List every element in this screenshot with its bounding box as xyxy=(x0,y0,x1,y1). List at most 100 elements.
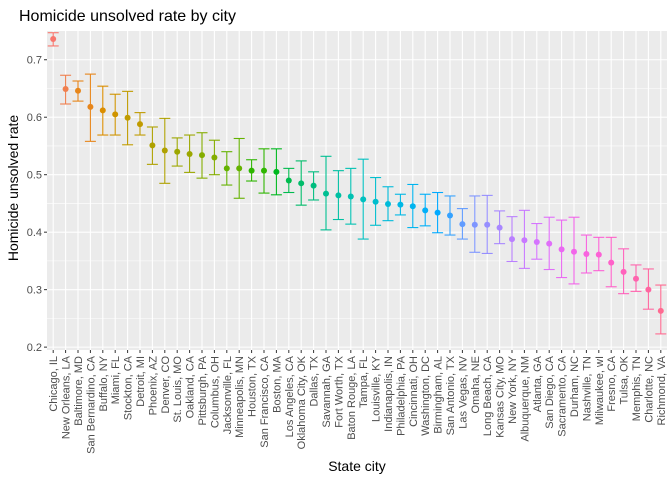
y-tick-label: 0.5 xyxy=(27,170,42,182)
x-tick-label: Washington, DC xyxy=(420,356,432,436)
city-mark xyxy=(47,32,59,47)
x-tick-label: Columbus, OH xyxy=(209,356,221,428)
data-point xyxy=(422,207,429,214)
city-mark xyxy=(184,134,196,173)
data-point xyxy=(397,201,404,208)
city-mark xyxy=(246,159,258,182)
x-tick-label: Pittsburgh, PA xyxy=(197,355,209,425)
city-mark xyxy=(605,236,617,288)
city-mark xyxy=(258,148,270,194)
data-point xyxy=(484,221,491,228)
x-tick-label: Fort Worth, TX xyxy=(333,355,345,427)
city-mark xyxy=(60,74,72,105)
city-mark xyxy=(283,167,295,194)
city-mark xyxy=(233,137,245,199)
x-tick-label: Milwaukee, wI xyxy=(594,356,606,425)
data-point xyxy=(149,142,156,149)
data-point xyxy=(199,152,205,159)
y-tick-label: 0.3 xyxy=(27,285,42,297)
data-point xyxy=(496,224,503,231)
x-tick-label: Memphis, TN xyxy=(631,356,643,421)
x-tick-label: Baltimore, MD xyxy=(73,356,85,426)
city-mark xyxy=(208,139,220,176)
y-tick-label: 0.7 xyxy=(27,55,42,67)
city-mark xyxy=(518,209,530,269)
x-tick-label: San Antonio, TX xyxy=(445,355,457,435)
city-mark xyxy=(469,195,481,253)
city-mark xyxy=(394,193,406,216)
city-mark xyxy=(419,193,431,227)
data-point xyxy=(608,259,615,266)
x-tick-label: Oklahoma City, OK xyxy=(296,355,308,449)
data-point xyxy=(521,237,528,244)
x-tick-label: Jacksonville, FL xyxy=(222,356,234,434)
data-point xyxy=(112,111,119,118)
x-tick-label: Albuquerque, NM xyxy=(519,356,531,442)
city-mark xyxy=(494,210,506,245)
x-tick-label: Chicago, IL xyxy=(48,356,60,412)
data-point xyxy=(533,238,540,245)
city-mark xyxy=(543,216,555,271)
plot-panel xyxy=(47,31,667,350)
x-tick-label: Louisville, KY xyxy=(371,355,383,422)
x-tick-label: Detroit, MI xyxy=(135,356,147,407)
data-point xyxy=(620,268,627,275)
data-point xyxy=(459,221,466,228)
city-mark xyxy=(407,183,419,229)
city-mark xyxy=(481,194,493,254)
city-mark xyxy=(72,80,84,102)
city-mark xyxy=(320,155,332,231)
city-mark xyxy=(159,117,171,184)
city-mark xyxy=(531,222,543,260)
data-point xyxy=(99,107,106,114)
city-mark xyxy=(196,132,208,179)
x-tick-label: Indianapolis, IN xyxy=(383,356,395,432)
data-point xyxy=(335,192,342,199)
data-point xyxy=(595,251,602,258)
data-point xyxy=(645,286,652,293)
data-point xyxy=(50,36,57,43)
x-tick-label: Houston, TX xyxy=(247,355,259,417)
city-mark xyxy=(568,216,580,285)
data-point xyxy=(583,251,590,258)
data-point xyxy=(285,177,292,184)
data-point xyxy=(223,165,230,172)
data-point xyxy=(310,182,317,189)
x-tick-label: Kansas City, MO xyxy=(495,356,507,438)
city-mark xyxy=(642,268,654,310)
x-axis-title: State city xyxy=(328,458,386,474)
data-point xyxy=(323,190,329,197)
city-mark xyxy=(270,148,282,196)
data-point xyxy=(248,167,255,174)
y-tick-label: 0.4 xyxy=(27,227,42,239)
x-tick-label: Cincinnati, OH xyxy=(408,356,420,427)
data-point xyxy=(409,203,416,210)
chart-title: Homicide unsolved rate by city xyxy=(19,8,236,25)
y-axis: 0.2 0.3 0.4 0.5 0.6 0.7 xyxy=(27,55,47,354)
x-tick-label: Buffalo, NY xyxy=(98,355,110,411)
city-mark xyxy=(295,160,307,206)
city-mark xyxy=(134,112,146,136)
city-mark xyxy=(506,216,518,263)
data-point xyxy=(657,307,664,314)
x-tick-label: St. Louis, MO xyxy=(172,356,184,423)
x-tick-label: San Bernardino, CA xyxy=(85,355,97,453)
data-point xyxy=(273,168,280,175)
x-tick-label: San Francisco, CA xyxy=(259,355,271,447)
x-tick-label: Durham, NC xyxy=(569,356,581,417)
city-mark xyxy=(171,137,183,167)
data-point xyxy=(546,240,553,247)
data-point xyxy=(186,151,193,158)
x-tick-label: Los Angeles, CA xyxy=(284,355,296,437)
data-point xyxy=(261,167,267,174)
x-tick-label: Tampa, FL xyxy=(358,356,370,408)
x-tick-label: Phoenix, AZ xyxy=(147,356,159,416)
x-tick-label: Boston, MA xyxy=(271,355,283,413)
data-point xyxy=(161,147,168,154)
city-mark xyxy=(618,248,630,295)
x-tick-label: Sacramento, CA xyxy=(557,355,569,436)
data-point xyxy=(211,154,218,161)
data-point xyxy=(360,196,367,203)
y-tick-label: 0.2 xyxy=(27,342,42,354)
